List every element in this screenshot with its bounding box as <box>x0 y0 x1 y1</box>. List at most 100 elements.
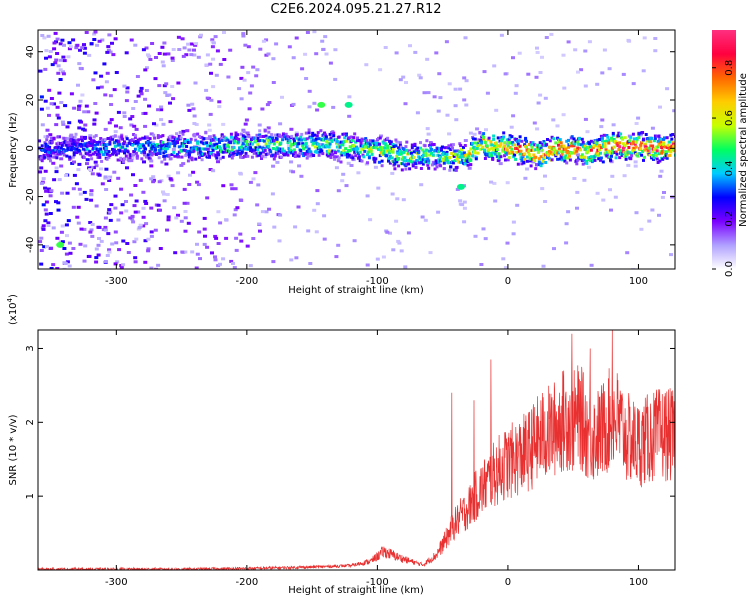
heatmap-cell <box>301 142 305 146</box>
heatmap-cell <box>432 95 437 99</box>
heatmap-cell <box>258 229 262 233</box>
heatmap-cell <box>202 137 206 141</box>
heatmap-cell <box>53 31 58 35</box>
heatmap-cell <box>162 146 166 150</box>
heatmap-cell <box>592 141 596 144</box>
heatmap-cell <box>167 153 171 157</box>
heatmap-cell <box>119 156 123 160</box>
heatmap-cell <box>128 117 133 121</box>
heatmap-cell <box>99 239 104 243</box>
heatmap-cell <box>566 40 571 44</box>
heatmap-cell <box>599 158 602 162</box>
heatmap-cell <box>466 160 470 164</box>
heatmap-cell <box>614 140 618 144</box>
heatmap-cell <box>62 261 67 265</box>
heatmap-cell <box>79 152 83 156</box>
heatmap-cell <box>572 144 576 148</box>
heatmap-cell <box>306 149 310 153</box>
heatmap-cell <box>154 148 157 152</box>
heatmap-cell <box>451 146 454 150</box>
heatmap-cell <box>51 161 56 165</box>
heatmap-cell <box>314 137 318 141</box>
heatmap-cell <box>38 240 43 244</box>
heatmap-cell <box>266 126 271 130</box>
heatmap-cell <box>657 213 661 217</box>
heatmap-cell <box>669 253 673 257</box>
heatmap-cell <box>149 177 154 181</box>
heatmap-cell <box>552 247 556 251</box>
heatmap-cell <box>321 47 326 51</box>
heatmap-cell <box>473 141 477 145</box>
heatmap-cell <box>135 75 140 78</box>
heatmap-cell <box>133 184 138 187</box>
heatmap-cell <box>430 148 433 151</box>
heatmap-cell <box>348 149 352 153</box>
heatmap-cell <box>216 138 220 142</box>
heatmap-cell <box>599 146 603 150</box>
heatmap-cell <box>55 52 60 55</box>
heatmap-cell <box>40 34 45 37</box>
heatmap-cell <box>100 182 105 186</box>
heatmap-cell <box>347 95 352 99</box>
heatmap-cell <box>463 36 468 40</box>
heatmap-cell <box>107 155 111 159</box>
heatmap-cell <box>562 86 567 90</box>
heatmap-cell <box>163 91 168 95</box>
heatmap-cell <box>420 215 425 219</box>
heatmap-cell <box>407 162 411 166</box>
heatmap-cell <box>75 43 80 47</box>
heatmap-cell <box>138 223 143 227</box>
heatmap-cell <box>361 144 365 148</box>
heatmap-cell <box>194 123 199 126</box>
heatmap-cell <box>621 154 624 157</box>
heatmap-cell <box>298 137 302 141</box>
heatmap-cell <box>329 156 333 159</box>
heatmap-cell <box>665 156 669 160</box>
heatmap-cell <box>312 101 317 105</box>
heatmap-cell <box>142 144 146 148</box>
heatmap-cell <box>535 46 539 50</box>
heatmap-cell <box>594 153 598 157</box>
heatmap-cell <box>228 150 232 154</box>
heatmap-cell <box>305 137 309 141</box>
heatmap-cell <box>333 155 337 159</box>
heatmap-cell <box>91 142 94 146</box>
heatmap-cell <box>469 163 473 167</box>
heatmap-cell <box>567 145 570 149</box>
heatmap-cell <box>221 122 226 126</box>
heatmap-cell <box>248 91 253 95</box>
heatmap-cell <box>100 38 105 42</box>
heatmap-cell <box>49 102 54 106</box>
heatmap-cell <box>403 265 408 269</box>
heatmap-cell <box>270 192 275 196</box>
heatmap-cell <box>515 203 520 207</box>
heatmap-cell <box>186 141 190 144</box>
heatmap-cell <box>43 208 48 212</box>
heatmap-cell <box>444 158 448 162</box>
heatmap-cell <box>198 35 203 39</box>
heatmap-cell <box>79 227 84 231</box>
heatmap-cell <box>434 159 438 163</box>
heatmap-cell <box>239 155 242 159</box>
heatmap-frame <box>37 29 676 270</box>
heatmap-cell <box>52 102 56 106</box>
heatmap-cell <box>85 162 89 166</box>
heatmap-cell <box>280 155 284 159</box>
heatmap-cell <box>157 156 161 160</box>
heatmap-cell <box>658 105 662 109</box>
heatmap-cell <box>165 228 169 232</box>
heatmap-cell <box>55 37 60 41</box>
heatmap-cell <box>523 176 528 180</box>
heatmap-cell <box>629 157 633 161</box>
heatmap-cell <box>60 224 65 228</box>
heatmap-cell <box>108 218 113 222</box>
heatmap-cell <box>438 147 442 150</box>
heatmap-cell <box>133 140 136 144</box>
heatmap-cell <box>459 160 463 164</box>
heatmap-cell <box>528 159 532 163</box>
heatmap-cell <box>92 118 97 122</box>
heatmap-cell <box>56 208 61 212</box>
y-tick-label: -20 <box>25 188 36 204</box>
heatmap-cell <box>309 150 313 154</box>
